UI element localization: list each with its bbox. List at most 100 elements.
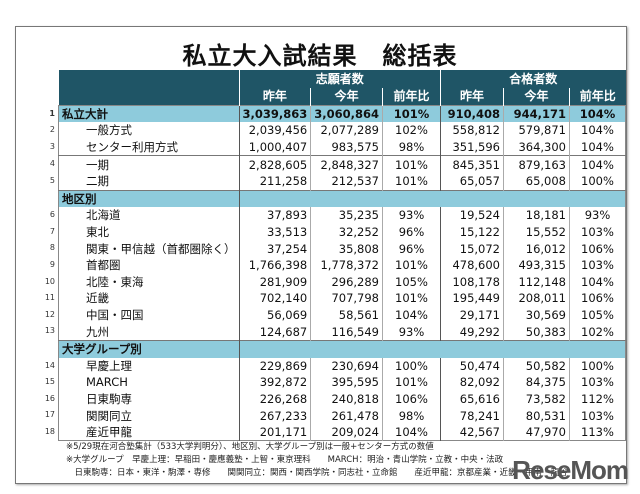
cell-p-r: 112%: [569, 390, 626, 408]
cell-p-ly: 50,474: [440, 357, 504, 375]
cell-p-ty: 18,181: [503, 207, 570, 224]
cell-p-ty: 579,871: [503, 122, 570, 139]
cell-a-ly: 702,140: [238, 290, 311, 307]
cell-a-r: 101%: [382, 256, 441, 274]
cell-a-ty: 209,024: [310, 423, 383, 441]
cell-a-ly: 124,687: [238, 323, 311, 341]
cell-a-ly: 2,039,456: [238, 122, 311, 139]
row-label-text: 中国・四国: [86, 308, 144, 323]
cell-a-ty: 2,077,289: [310, 122, 383, 139]
cell-p-ly: 82,092: [440, 374, 504, 391]
row-label: 9 首都圏: [50, 257, 240, 274]
cell-a-ty: 707,798: [310, 290, 383, 307]
cell-a-ly: 2,828,605: [238, 155, 311, 173]
header-blank: [58, 88, 239, 106]
row-label-text: 産近甲龍: [86, 425, 132, 440]
header-this-year: 今年: [503, 88, 570, 106]
cell-p-ty: 944,171: [503, 105, 570, 123]
cell-a-ty: 35,235: [310, 207, 383, 224]
row-number: 17: [44, 410, 55, 420]
cell-p-ly: 478,600: [440, 256, 504, 274]
row-label: 4 一期: [50, 155, 239, 173]
row-label: 17 関関同立: [45, 407, 240, 424]
section-fill: [238, 189, 626, 208]
cell-a-ty: 35,808: [310, 240, 383, 257]
row-number: 14: [44, 360, 55, 370]
header-applicants: 志願者数: [238, 70, 441, 88]
table-row: 1 私立大計 3,039,863 3,060,864 101% 910,408 944,17…: [49, 105, 626, 123]
cell-p-r: 103%: [569, 256, 626, 274]
cell-p-r: 106%: [569, 290, 626, 307]
table-row: 11 近畿 702,140 707,798 101% 195,449 208,011 106%: [45, 290, 626, 307]
cell-a-r: 105%: [382, 273, 441, 291]
cell-a-r: 100%: [382, 357, 441, 375]
row-label-text: MARCH: [86, 375, 128, 390]
cell-p-ly: 65,616: [440, 390, 504, 408]
cell-p-r: 100%: [569, 172, 626, 191]
cell-p-r: 104%: [569, 122, 626, 139]
cell-p-r: 105%: [569, 306, 626, 324]
cell-p-ty: 15,552: [503, 223, 570, 241]
cell-a-ly: 1,000,407: [238, 138, 311, 156]
cell-a-ly: 201,171: [238, 423, 311, 441]
row-label: 16 日東駒専: [45, 391, 240, 408]
table-row: 9 首都圏 1,766,398 1,778,372 101% 478,600 493,315…: [50, 256, 626, 274]
cell-p-ty: 16,012: [503, 240, 570, 257]
cell-a-r: 98%: [382, 407, 441, 424]
cell-a-ly: 267,233: [238, 407, 311, 424]
row-label: 3 センター利用方式: [50, 139, 240, 156]
row-label: 11 近畿: [45, 290, 240, 307]
cell-p-ly: 19,524: [440, 207, 504, 224]
cell-p-ly: 558,812: [440, 122, 504, 139]
table-row: 16 日東駒専 226,268 240,818 106% 65,616 73,582 112%: [45, 390, 626, 408]
footnotes: ※5/29現在河合塾集計（533大学判明分）、地区別、大学グループ別は一般+セン…: [66, 441, 568, 480]
table-row: 2 一般方式 2,039,456 2,077,289 102% 558,812 579,87…: [50, 122, 626, 139]
footnote: 日東駒専：日本・東洋・駒澤・専修 関関同立：関西・関西学院・同志社・立命館 産近…: [66, 468, 568, 478]
cell-p-ty: 493,315: [503, 256, 570, 274]
cell-a-ty: 2,848,327: [310, 155, 383, 173]
cell-a-r: 96%: [382, 240, 441, 257]
header-blank: [58, 70, 239, 88]
cell-p-ty: 84,375: [503, 374, 570, 391]
document-frame: [15, 26, 627, 484]
row-label: 7 東北: [50, 224, 240, 241]
cell-a-r: 101%: [382, 374, 441, 391]
row-number: 7: [49, 226, 55, 236]
row-number: 1: [49, 108, 55, 118]
row-label: 15 MARCH: [45, 374, 240, 391]
header-last-year: 昨年: [238, 88, 311, 106]
cell-p-r: 103%: [569, 223, 626, 241]
row-label-text: 一期: [86, 157, 109, 172]
row-label-text: 東北: [86, 225, 109, 240]
cell-a-ly: 226,268: [238, 390, 311, 408]
cell-p-ty: 112,148: [503, 273, 570, 291]
cell-a-r: 104%: [382, 306, 441, 324]
row-label: 6 北海道: [50, 207, 240, 224]
cell-p-ty: 208,011: [503, 290, 570, 307]
row-label-text: 首都圏: [86, 258, 121, 273]
cell-p-r: 103%: [569, 374, 626, 391]
cell-a-ty: 261,478: [310, 407, 383, 424]
results-table: 志願者数 合格者数 昨年 今年 前年比 昨年 今年 前年比 1 私立大計 3,039…: [45, 70, 626, 441]
row-number: 9: [49, 259, 55, 269]
cell-p-ly: 65,057: [440, 172, 504, 191]
cell-a-ly: 281,909: [238, 273, 311, 291]
cell-p-ly: 195,449: [440, 290, 504, 307]
row-label: 14 早慶上理: [45, 358, 240, 375]
cell-a-r: 101%: [382, 172, 441, 191]
cell-a-ly: 229,869: [238, 357, 311, 375]
cell-a-ly: 3,039,863: [238, 105, 311, 123]
row-label: 1 私立大計: [49, 105, 239, 123]
cell-p-ly: 845,351: [440, 155, 504, 173]
cell-a-ty: 983,575: [310, 138, 383, 156]
row-label: 2 一般方式: [50, 122, 240, 139]
row-label-text: 二期: [86, 174, 109, 189]
table-row: 10 北陸・東海 281,909 296,289 105% 108,178 112,148 1…: [45, 273, 626, 291]
table-row: 7 東北 33,513 32,252 96% 15,122 15,552 103%: [50, 223, 626, 241]
header-this-year: 今年: [310, 88, 383, 106]
header-last-year: 昨年: [440, 88, 504, 106]
cell-p-ly: 108,178: [440, 273, 504, 291]
row-label: 10 北陸・東海: [45, 274, 240, 291]
cell-a-r: 101%: [382, 155, 441, 173]
cell-a-ly: 33,513: [238, 223, 311, 241]
